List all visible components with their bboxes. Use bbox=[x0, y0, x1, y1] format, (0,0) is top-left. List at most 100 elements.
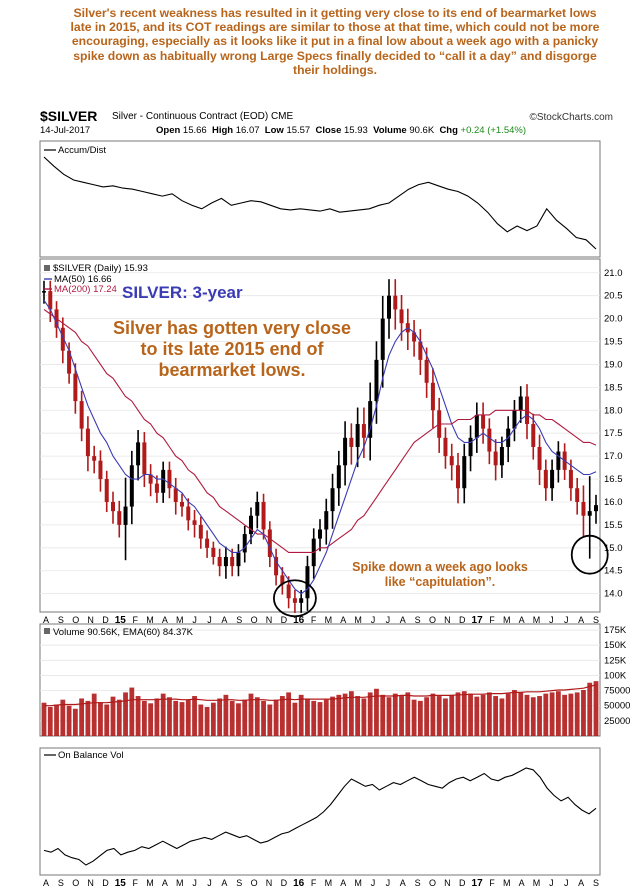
volume-bar-61 bbox=[424, 697, 430, 736]
volume-bar-19 bbox=[160, 693, 166, 736]
stockcharts-brand[interactable]: ©StockCharts.com bbox=[529, 112, 613, 123]
volume-bar-24 bbox=[192, 696, 197, 736]
price-candle-body-66 bbox=[456, 465, 460, 489]
price-x-label-11: J bbox=[207, 615, 212, 625]
symbol: $SILVER bbox=[40, 108, 98, 124]
volume-tick-2: 75000 bbox=[604, 686, 630, 697]
price-x-label-12: A bbox=[221, 615, 227, 625]
price-candle-body-72 bbox=[493, 451, 498, 466]
obv-x-label-33: M bbox=[533, 878, 541, 888]
volume-ema-line bbox=[44, 684, 597, 707]
close-value: 15.93 bbox=[344, 125, 368, 136]
ma200-line bbox=[43, 308, 597, 553]
volume-bar-57 bbox=[399, 696, 404, 736]
obv-x-label-28: D bbox=[459, 878, 466, 888]
obv-x-label-16: D bbox=[281, 878, 288, 888]
price-candle-body-0 bbox=[42, 291, 46, 293]
volume-tick-0: 25000 bbox=[604, 716, 630, 727]
volume-tick-1: 50000 bbox=[604, 701, 630, 712]
volume-bar-52 bbox=[367, 692, 373, 736]
price-x-label-8: A bbox=[162, 615, 168, 625]
volume-bar-64 bbox=[443, 698, 448, 736]
price-candle-body-11 bbox=[111, 501, 115, 512]
volume-bar-38 bbox=[279, 696, 285, 736]
volume-bar-88 bbox=[593, 681, 599, 736]
price-x-label-32: A bbox=[519, 615, 525, 625]
price-candle-body-26 bbox=[205, 538, 210, 548]
volume-bar-10 bbox=[104, 704, 110, 736]
price-candle-body-4 bbox=[67, 350, 72, 374]
price-candle-body-25 bbox=[198, 524, 203, 539]
price-candle-body-88 bbox=[594, 505, 598, 512]
price-x-label-20: A bbox=[340, 615, 346, 625]
chart-annotation-title: SILVER: 3-year bbox=[122, 283, 243, 302]
volume-tick-5: 150K bbox=[604, 640, 627, 651]
volume-bar-30 bbox=[229, 700, 235, 736]
volume-bar-41 bbox=[298, 694, 304, 736]
obv-x-label-8: A bbox=[162, 878, 168, 888]
price-x-label-19: M bbox=[325, 615, 333, 625]
price-candle-body-40 bbox=[292, 598, 297, 603]
price-x-label-0: A bbox=[43, 615, 49, 625]
obv-x-label-14: O bbox=[251, 878, 258, 888]
obv-x-label-22: J bbox=[371, 878, 376, 888]
price-candle-body-57 bbox=[399, 309, 404, 324]
price-candle-body-54 bbox=[380, 318, 385, 360]
price-candle-body-29 bbox=[223, 556, 228, 567]
volume-bar-75 bbox=[512, 689, 517, 736]
obv-x-label-12: A bbox=[221, 878, 227, 888]
price-candle-body-71 bbox=[487, 428, 492, 452]
obv-x-label-34: J bbox=[549, 878, 554, 888]
volume-bar-31 bbox=[236, 703, 241, 736]
obv-x-label-32: A bbox=[519, 878, 525, 888]
price-candle-body-45 bbox=[324, 511, 329, 530]
price-x-label-6: F bbox=[132, 615, 138, 625]
price-legend-symbol: $SILVER (Daily) 15.93 bbox=[53, 263, 148, 274]
obv-x-label-13: S bbox=[236, 878, 242, 888]
price-x-label-23: J bbox=[386, 615, 391, 625]
price-tick-13: 20.5 bbox=[604, 291, 623, 302]
price-legend-icon bbox=[44, 265, 50, 271]
volume-label: Volume bbox=[373, 125, 407, 136]
price-candle-body-21 bbox=[173, 488, 178, 502]
volume-bar-28 bbox=[217, 698, 223, 736]
obv-x-label-15: N bbox=[266, 878, 273, 888]
volume-bar-76 bbox=[518, 692, 524, 736]
volume-bar-29 bbox=[223, 694, 229, 736]
price-candle-body-87 bbox=[587, 511, 592, 516]
obv-x-label-9: M bbox=[176, 878, 184, 888]
price-candle-body-44 bbox=[318, 529, 322, 539]
price-tick-6: 17.0 bbox=[604, 451, 623, 462]
obv-x-label-26: O bbox=[429, 878, 436, 888]
price-candle-body-69 bbox=[474, 414, 479, 438]
volume-bar-73 bbox=[499, 698, 505, 736]
volume-bar-16 bbox=[141, 700, 147, 736]
volume-bar-3 bbox=[60, 699, 66, 736]
price-candle-body-67 bbox=[462, 456, 467, 489]
price-candle-body-81 bbox=[550, 469, 555, 489]
volume-bar-47 bbox=[336, 694, 342, 736]
price-candle-body-19 bbox=[161, 469, 166, 493]
volume-bar-72 bbox=[493, 696, 499, 736]
price-candle-body-75 bbox=[512, 410, 517, 429]
volume-bar-5 bbox=[72, 708, 78, 736]
price-x-label-3: N bbox=[87, 615, 94, 625]
price-x-label-30: F bbox=[489, 615, 495, 625]
obv-x-label-35: J bbox=[564, 878, 569, 888]
price-tick-4: 16.0 bbox=[604, 497, 623, 508]
price-candle-body-60 bbox=[418, 341, 423, 360]
volume-bar-60 bbox=[417, 700, 423, 736]
volume-bar-53 bbox=[374, 688, 379, 736]
price-candle-body-27 bbox=[211, 547, 216, 557]
obv-x-label-18: F bbox=[311, 878, 317, 888]
price-candle-body-22 bbox=[180, 501, 184, 507]
obv-x-label-36: A bbox=[578, 878, 584, 888]
price-tick-9: 18.5 bbox=[604, 382, 623, 393]
price-x-label-17: 16 bbox=[293, 615, 305, 626]
volume-bar-66 bbox=[455, 692, 461, 736]
price-tick-0: 14.0 bbox=[604, 589, 623, 600]
price-candle-body-68 bbox=[468, 437, 473, 457]
close-label: Close bbox=[315, 125, 342, 136]
volume-bar-67 bbox=[461, 691, 467, 736]
price-x-label-31: M bbox=[503, 615, 511, 625]
